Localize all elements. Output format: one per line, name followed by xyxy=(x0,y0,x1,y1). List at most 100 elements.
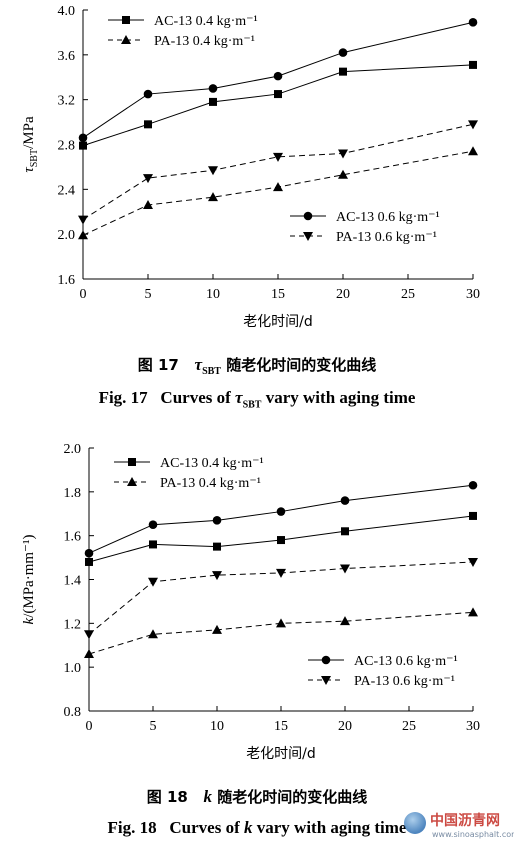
caption-variable: τ xyxy=(194,355,203,374)
data-point-2-4 xyxy=(338,48,348,57)
data-point-3-4 xyxy=(338,149,348,159)
data-point-0-4 xyxy=(339,67,347,76)
y-tick-label: 4.0 xyxy=(58,4,76,19)
data-point-0-2 xyxy=(209,97,217,106)
caption-subscript: SBT xyxy=(242,399,262,411)
series-line-0 xyxy=(88,515,474,563)
data-point-1-0 xyxy=(84,649,94,659)
data-point-1-4 xyxy=(340,616,350,626)
data-point-0-2 xyxy=(213,542,221,551)
data-point-3-5 xyxy=(468,557,478,567)
x-tick-label: 0 xyxy=(80,287,87,302)
y-tick-label: 2.0 xyxy=(64,442,82,457)
series-line-1 xyxy=(88,611,474,655)
caption-subscript: SBT xyxy=(202,366,221,377)
series-line-0 xyxy=(82,64,474,147)
y-tick-label: 1.0 xyxy=(64,661,82,676)
data-point-1-1 xyxy=(148,629,158,639)
caption-variable: k xyxy=(244,818,253,837)
caption-text: 随老化时间的变化曲线 xyxy=(217,788,368,806)
x-tick-label: 25 xyxy=(401,287,415,302)
series-line-2 xyxy=(88,484,474,554)
chart-fig18: 0.8 1.0 1.2 1.4 1.6 1.8 2.0 0 5 10 15 20 25 30 老化时间/d k… xyxy=(21,442,480,762)
series-line-1 xyxy=(82,150,474,236)
data-point-2-0 xyxy=(78,133,88,143)
data-point-3-1 xyxy=(148,577,158,587)
data-point-3-3 xyxy=(276,568,286,578)
y-axis-label: k/(MPa·mm⁻¹) xyxy=(21,535,37,625)
data-point-0-3 xyxy=(277,536,285,545)
y-tick-label: 2.0 xyxy=(58,228,76,243)
y-axis-label: τSBT/MPa xyxy=(21,116,40,173)
data-point-3-2 xyxy=(208,166,218,176)
x-tick-label: 15 xyxy=(274,719,288,734)
data-point-3-1 xyxy=(143,174,153,184)
figure-18-caption-zh: 图 18 k 随老化时间的变化曲线 xyxy=(0,786,514,807)
data-point-3-3 xyxy=(273,152,283,162)
legend-marker-icon xyxy=(121,35,131,44)
data-point-1-3 xyxy=(276,618,286,628)
caption-variable: τ xyxy=(235,388,243,407)
caption-text: 随老化时间的变化曲线 xyxy=(226,356,377,374)
figure-18-caption-en: Fig. 18 Curves of k vary with aging time xyxy=(0,818,514,838)
legend-marker-icon xyxy=(127,477,137,486)
figure-17-caption-zh: 图 17 τSBT 随老化时间的变化曲线 xyxy=(0,354,514,377)
legend-marker-icon xyxy=(122,16,130,24)
y-tick-label: 3.2 xyxy=(58,94,76,109)
data-point-2-2 xyxy=(208,84,218,93)
data-point-3-2 xyxy=(212,571,222,581)
data-point-2-1 xyxy=(143,89,153,99)
y-tick-label: 0.8 xyxy=(64,705,82,720)
legend-label-b-0: AC-13 0.6 kg·m⁻¹ xyxy=(336,210,440,225)
caption-number: 图 18 xyxy=(146,788,188,806)
chart-fig17: 1.6 2.0 2.4 2.8 3.2 3.6 4.0 0 5 10 15 20 25 30 老化时间/d τ… xyxy=(21,4,480,330)
data-point-3-0 xyxy=(78,215,88,225)
caption-text: Curves of xyxy=(160,388,231,407)
series-line-2 xyxy=(82,21,474,139)
x-tick-label: 10 xyxy=(210,719,224,734)
x-tick-label: 5 xyxy=(150,719,157,734)
caption-number: 图 17 xyxy=(137,356,179,374)
legend-marker-icon xyxy=(128,458,136,466)
caption-variable: k xyxy=(203,787,213,806)
caption-number: Fig. 17 xyxy=(98,388,148,407)
data-point-3-5 xyxy=(468,120,478,130)
data-point-1-3 xyxy=(273,182,283,192)
x-axis-label: 老化时间/d xyxy=(243,314,313,330)
x-tick-label: 30 xyxy=(466,287,480,302)
x-tick-label: 25 xyxy=(402,719,416,734)
data-point-1-1 xyxy=(143,200,153,210)
y-tick-label: 1.2 xyxy=(64,617,82,632)
x-axis-label: 老化时间/d xyxy=(246,746,316,762)
x-tick-label: 10 xyxy=(206,287,220,302)
y-tick-label: 3.6 xyxy=(58,49,76,64)
data-point-2-3 xyxy=(276,507,286,516)
x-tick-label: 5 xyxy=(145,287,152,302)
data-point-1-2 xyxy=(212,624,222,634)
legend-marker-icon xyxy=(321,676,331,685)
data-point-1-0 xyxy=(78,230,88,240)
y-tick-label: 1.6 xyxy=(58,273,76,288)
caption-text-tail: vary with aging time xyxy=(256,818,407,837)
data-point-0-5 xyxy=(469,60,477,69)
legend-label-a-1: PA-13 0.4 kg·m⁻¹ xyxy=(160,476,261,491)
data-point-2-3 xyxy=(273,71,283,81)
data-point-3-0 xyxy=(84,630,94,640)
data-point-2-1 xyxy=(148,520,158,530)
x-tick-label: 0 xyxy=(86,719,93,734)
x-tick-label: 15 xyxy=(271,287,285,302)
legend-label-a-1: PA-13 0.4 kg·m⁻¹ xyxy=(154,34,255,49)
data-point-0-5 xyxy=(469,511,477,520)
figure-17-caption-en: Fig. 17 Curves of τSBT vary with aging t… xyxy=(0,388,514,410)
caption-number: Fig. 18 xyxy=(107,818,157,837)
data-point-1-5 xyxy=(468,146,478,156)
legend-label-b-0: AC-13 0.6 kg·m⁻¹ xyxy=(354,654,458,669)
caption-text: Curves of xyxy=(169,818,240,837)
y-tick-label: 2.4 xyxy=(58,183,76,198)
watermark: 中国沥青网 www.sinoasphalt.com xyxy=(404,808,514,848)
data-point-0-4 xyxy=(341,527,349,536)
y-tick-label: 1.4 xyxy=(64,574,82,589)
data-point-2-2 xyxy=(212,516,222,525)
data-point-2-5 xyxy=(468,18,478,27)
